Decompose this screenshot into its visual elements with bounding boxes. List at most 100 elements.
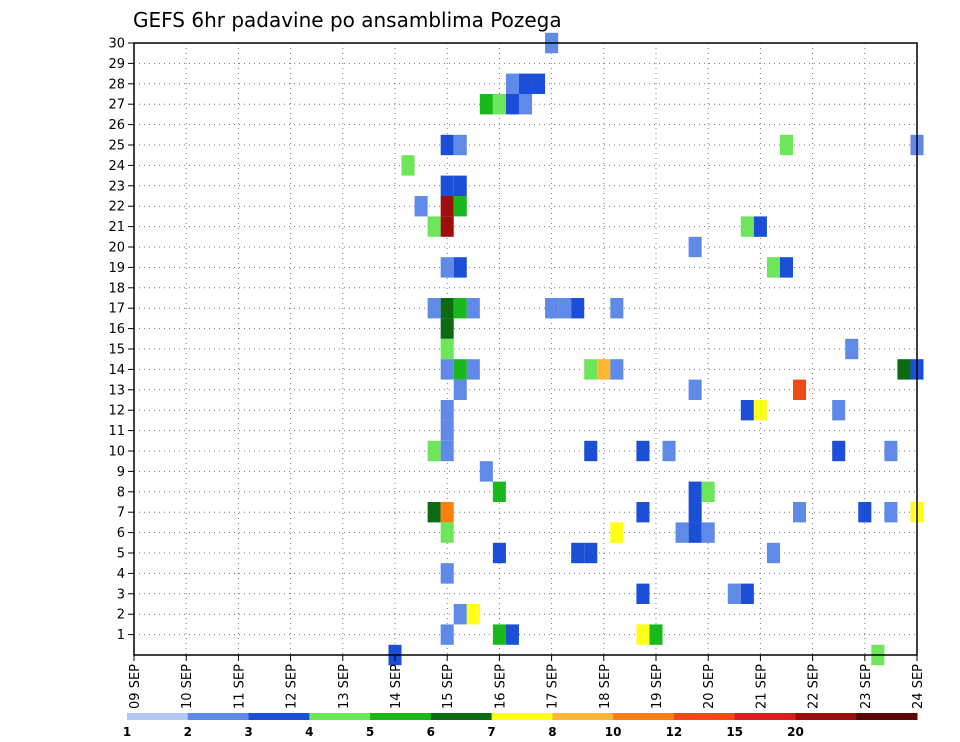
legend-label: 4: [305, 725, 313, 739]
data-cell: [701, 481, 715, 502]
data-cell: [414, 196, 428, 217]
legend-label: 20: [787, 725, 804, 739]
data-cell: [453, 257, 467, 278]
y-tick-label: 26: [108, 118, 125, 133]
data-cell: [453, 134, 467, 156]
y-tick-label: 10: [108, 445, 125, 460]
grid-lines: [134, 43, 917, 655]
data-cell: [727, 583, 741, 604]
x-tick-label: 17 SEP: [546, 664, 561, 709]
data-cell: [584, 440, 598, 462]
y-tick-label: 4: [117, 567, 125, 582]
data-cell: [584, 542, 598, 564]
x-tick-label: 18 SEP: [598, 664, 613, 709]
y-tick-label: 1: [117, 628, 125, 643]
data-cell: [440, 318, 454, 339]
data-cell: [505, 624, 519, 645]
data-cell: [740, 216, 754, 237]
data-cell: [636, 440, 650, 462]
x-tick-label: 13 SEP: [337, 664, 352, 709]
x-tick-label: 10 SEP: [180, 664, 195, 709]
data-cell: [427, 440, 441, 462]
y-tick-label: 15: [108, 343, 125, 358]
y-tick-label: 2: [117, 608, 125, 623]
legend-label: 3: [244, 725, 252, 739]
legend-label: 15: [726, 725, 743, 739]
data-cell: [558, 298, 572, 319]
data-cell: [610, 359, 624, 380]
x-tick-label: 22 SEP: [807, 664, 822, 709]
x-tick-label: 15 SEP: [441, 664, 456, 709]
x-tick-label: 21 SEP: [754, 664, 769, 709]
data-cell: [440, 563, 454, 584]
data-cell: [766, 257, 780, 278]
data-cell: [753, 400, 767, 421]
data-cell: [453, 604, 467, 625]
data-cell: [571, 542, 585, 564]
data-cell: [440, 440, 454, 462]
data-cell: [440, 522, 454, 543]
y-tick-label: 6: [117, 526, 125, 541]
data-cell: [440, 134, 454, 156]
data-cell: [532, 73, 546, 94]
y-tick-label: 13: [108, 383, 125, 398]
data-cell: [427, 502, 441, 523]
legend-label: 5: [366, 725, 374, 739]
legend-label: 1: [123, 725, 131, 739]
data-cell: [479, 94, 493, 115]
data-cell: [505, 94, 519, 115]
data-cell: [505, 73, 519, 94]
y-tick-label: 5: [117, 547, 125, 562]
data-cell: [832, 400, 846, 421]
data-cell: [740, 400, 754, 421]
y-tick-label: 20: [108, 241, 125, 256]
y-tick-label: 11: [108, 424, 125, 439]
data-cell: [427, 216, 441, 237]
legend-color-swatch: [734, 713, 796, 720]
data-cell: [492, 94, 506, 115]
data-cell: [440, 196, 454, 217]
data-cell: [440, 175, 454, 196]
data-cell: [440, 420, 454, 441]
legend-color-swatch: [673, 713, 736, 720]
data-cell: [466, 359, 480, 380]
data-cell: [636, 502, 650, 523]
data-cell: [688, 502, 702, 523]
data-cell: [688, 379, 702, 400]
data-cell: [793, 502, 807, 523]
legend-color-swatch: [370, 713, 432, 720]
data-cell: [453, 298, 467, 319]
data-cell: [610, 298, 624, 319]
y-tick-label: 8: [117, 485, 125, 500]
legend-color-swatch: [613, 713, 675, 720]
y-axis-ticks: 1234567891011121314151617181920212223242…: [108, 37, 134, 643]
legend-color-swatch: [491, 713, 553, 720]
legend-color-swatch: [248, 713, 310, 720]
x-tick-label: 16 SEP: [493, 664, 508, 709]
data-cell: [453, 379, 467, 400]
data-cell: [518, 94, 533, 115]
y-tick-label: 12: [108, 404, 125, 419]
y-tick-label: 29: [108, 57, 125, 72]
data-cell: [571, 298, 585, 319]
color-legend: 1 2 3 4 5 6 7 8 10 12 15 20: [123, 713, 918, 739]
data-cell: [636, 583, 650, 604]
y-tick-label: 7: [117, 506, 125, 521]
y-tick-label: 21: [108, 220, 125, 235]
data-cell: [427, 298, 441, 319]
data-cell: [610, 522, 624, 543]
data-cell: [440, 298, 454, 319]
x-tick-label: 20 SEP: [702, 664, 717, 709]
data-cell: [479, 461, 493, 482]
data-cell: [545, 298, 559, 319]
data-cell: [453, 175, 467, 196]
y-tick-label: 18: [108, 281, 125, 296]
legend-label: 8: [548, 725, 556, 739]
data-cell: [453, 196, 467, 217]
data-cell: [636, 624, 650, 645]
legend-color-swatch: [552, 713, 614, 720]
data-cell: [466, 298, 480, 319]
data-cell: [440, 257, 454, 278]
data-cell: [440, 216, 454, 237]
